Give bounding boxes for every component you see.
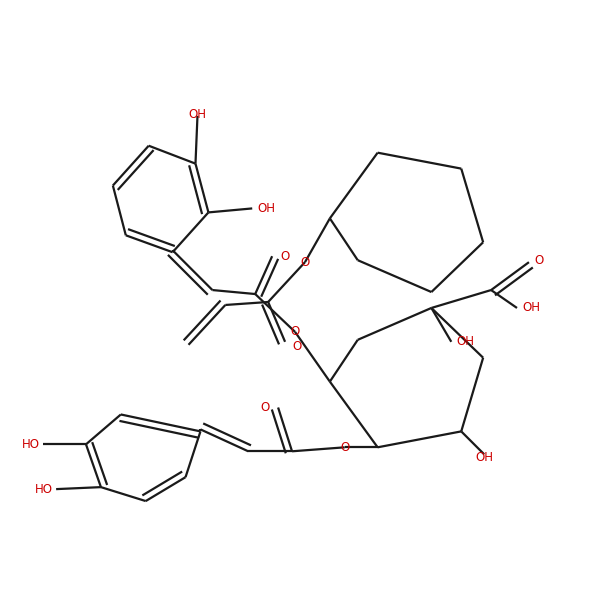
Text: O: O xyxy=(340,441,349,454)
Text: O: O xyxy=(534,254,543,266)
Text: O: O xyxy=(301,256,310,269)
Text: OH: OH xyxy=(456,335,474,349)
Text: O: O xyxy=(292,340,302,353)
Text: HO: HO xyxy=(22,438,40,451)
Text: OH: OH xyxy=(188,108,206,121)
Text: OH: OH xyxy=(522,301,540,314)
Text: HO: HO xyxy=(35,482,53,496)
Text: OH: OH xyxy=(257,202,275,215)
Text: O: O xyxy=(260,401,270,414)
Text: O: O xyxy=(290,325,299,338)
Text: O: O xyxy=(280,250,290,263)
Text: OH: OH xyxy=(475,451,493,464)
